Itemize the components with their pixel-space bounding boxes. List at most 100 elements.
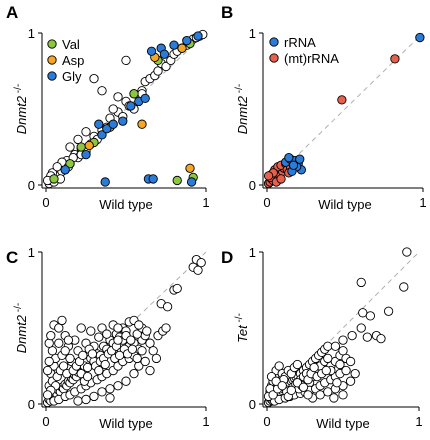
data-point [86, 326, 96, 336]
panel-letter-a: A [6, 3, 18, 22]
data-point [186, 177, 197, 187]
data-point [87, 349, 98, 359]
data-point [337, 95, 347, 105]
data-point [193, 31, 203, 41]
data-point [100, 177, 110, 187]
legend-label: (mt)rRNA [284, 51, 339, 66]
data-point [338, 335, 348, 345]
data-point [345, 376, 356, 386]
data-point [52, 162, 62, 172]
data-point [321, 365, 331, 376]
data-point [47, 346, 58, 356]
x-axis-label: Wild type [99, 416, 152, 431]
data-point [94, 119, 104, 129]
data-point [137, 119, 147, 129]
data-point [172, 283, 182, 294]
panel-letter-d: D [221, 248, 233, 267]
legend-marker [269, 37, 279, 47]
data-point [323, 341, 333, 351]
data-point [105, 393, 115, 403]
y-tick-label: 1 [28, 26, 35, 41]
y-axis-label: Tet -/- [234, 313, 250, 343]
data-point [358, 308, 368, 318]
legend-marker [47, 55, 57, 65]
data-point [60, 165, 70, 175]
data-point [350, 368, 360, 379]
data-point [102, 124, 112, 134]
data-point [57, 315, 67, 326]
data-point [399, 282, 409, 292]
data-point [89, 73, 99, 84]
data-point [76, 323, 86, 333]
y-tick-label: 0 [28, 397, 35, 412]
data-point [161, 323, 171, 333]
data-point [169, 40, 179, 50]
legend-label: Asp [62, 53, 84, 68]
data-point [162, 302, 173, 312]
data-point [329, 393, 339, 403]
data-point [121, 376, 131, 386]
panel-letter-b: B [221, 3, 233, 22]
data-point [97, 387, 107, 397]
data-point [44, 338, 54, 348]
data-point [97, 130, 107, 140]
data-point [309, 362, 319, 373]
data-point [177, 43, 187, 53]
data-point [148, 174, 158, 184]
data-point [132, 353, 142, 364]
data-point [42, 390, 53, 400]
data-point [54, 323, 64, 333]
data-point [129, 89, 139, 99]
data-point [193, 265, 203, 275]
data-point [362, 332, 372, 342]
data-point [415, 32, 425, 43]
data-point [84, 140, 94, 151]
data-point [129, 368, 139, 379]
data-point [78, 350, 88, 361]
data-point [356, 277, 366, 288]
legend-label: rRNA [284, 35, 316, 50]
data-point [383, 306, 394, 316]
y-axis-label-superscript: -/- [234, 313, 245, 325]
y-tick-label: 0 [249, 178, 256, 193]
data-point [185, 163, 195, 173]
data-point [140, 356, 150, 367]
data-point [288, 160, 299, 170]
data-point [295, 154, 305, 164]
data-point [140, 93, 150, 104]
data-point [271, 376, 281, 386]
data-point [108, 104, 118, 114]
data-point [286, 385, 296, 395]
data-point [153, 66, 163, 76]
y-tick-label: 0 [249, 397, 256, 412]
data-point [274, 361, 284, 371]
data-point [82, 371, 93, 382]
y-tick-label: 0 [28, 178, 35, 193]
data-point [330, 341, 341, 351]
data-point [58, 361, 69, 371]
data-point [277, 381, 287, 391]
y-tick-label: 1 [249, 245, 256, 260]
data-point [345, 356, 356, 367]
x-tick-label: 1 [202, 414, 209, 429]
data-point [81, 149, 91, 160]
x-tick-label: 1 [415, 414, 422, 429]
data-point [315, 390, 325, 400]
data-point [42, 365, 53, 376]
x-tick-label: 1 [202, 195, 209, 210]
legend-marker [269, 53, 279, 63]
data-point [65, 142, 75, 152]
data-point [102, 329, 112, 339]
data-point [97, 86, 107, 96]
data-point [338, 390, 348, 400]
data-point [134, 320, 144, 330]
data-point [263, 171, 274, 181]
data-point [142, 326, 152, 336]
x-tick-label: 0 [42, 414, 49, 429]
data-point [63, 335, 74, 345]
data-point [94, 332, 104, 342]
data-point [159, 49, 170, 59]
data-point [341, 365, 351, 376]
data-point [100, 359, 110, 370]
data-point [65, 353, 75, 364]
